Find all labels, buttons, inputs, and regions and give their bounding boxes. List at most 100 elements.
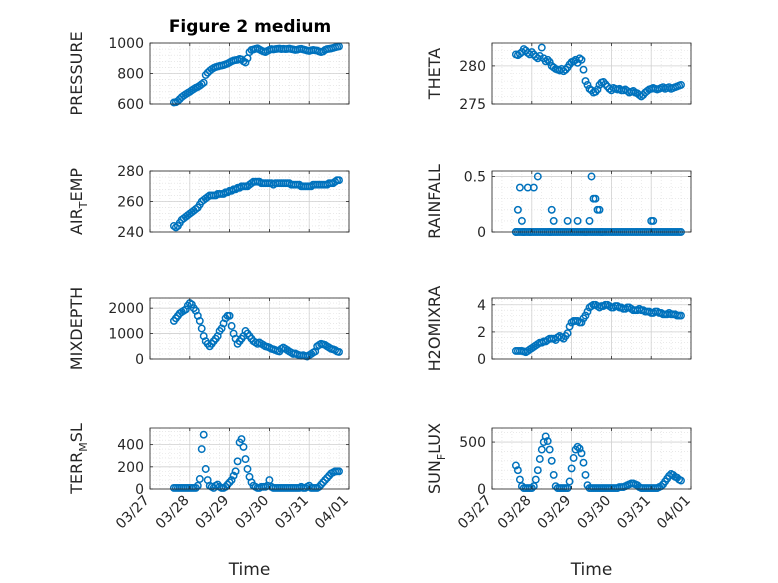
data-point: [335, 467, 343, 476]
data-point: [567, 464, 576, 473]
data-point: [579, 458, 588, 467]
y-axis-label: RAINFALL: [425, 164, 444, 239]
y-axis-label: MIXDEPTH: [67, 287, 86, 370]
data-point: [201, 465, 210, 473]
data-point: [233, 457, 242, 466]
y-axis-label-subscript: M: [77, 442, 90, 452]
data-point: [591, 194, 600, 203]
data-point: [535, 455, 544, 463]
data-point: [225, 478, 234, 487]
data-point: [323, 473, 332, 482]
data-point: [579, 65, 588, 74]
data-point: [239, 442, 248, 451]
y-axis-label-subscript: T: [77, 201, 90, 209]
y-axis-label: TERRMSL: [67, 423, 90, 495]
data-point: [577, 55, 586, 64]
y-axis-label-main: TERR: [67, 452, 86, 495]
data-point: [227, 322, 236, 330]
data-point: [195, 316, 204, 325]
subplot-air: 240 260 280 AIRTEMP: [67, 164, 350, 241]
data-point: [547, 205, 556, 214]
data-point: [677, 80, 685, 89]
y-axis-label-subscript: F: [435, 454, 448, 460]
subplot-pressure: 600 800 1000 PRESSURE: [67, 31, 350, 116]
y-axis-label-main: MIXDEPTH: [67, 287, 86, 370]
y-axis-label-main: PRESSURE: [67, 31, 86, 115]
y-tick-label: 200: [117, 460, 144, 476]
y-tick-label: 0: [477, 352, 486, 368]
data-point: [241, 455, 250, 464]
y-tick-label: 2: [477, 325, 486, 341]
data-point: [533, 466, 542, 475]
data-point: [241, 58, 250, 67]
data-point: [187, 300, 196, 309]
data-point: [191, 483, 200, 492]
axes-box: [491, 170, 692, 233]
y-axis-label-main: H2OMIXRA: [425, 286, 444, 372]
data-point: [581, 311, 590, 320]
subplot-h2omixra: 0 2 4 H2OMIXRA: [425, 286, 692, 372]
data-point: [511, 461, 520, 470]
data-point: [565, 322, 574, 331]
data-point: [573, 442, 582, 451]
data-point: [563, 216, 572, 225]
data-point: [545, 445, 554, 454]
data-point: [319, 478, 328, 487]
data-point: [545, 58, 554, 67]
data-point: [677, 476, 685, 485]
y-axis-label-tail: LUX: [425, 423, 444, 454]
subplot-rainfall: 0 0.5 RAINFALL: [425, 164, 692, 241]
data-point: [535, 52, 544, 60]
y-tick-label: 0: [477, 225, 486, 241]
data-point: [629, 87, 638, 95]
data-point: [227, 476, 236, 485]
y-axis-label-tail: EMP: [67, 168, 86, 202]
data-point: [573, 216, 582, 225]
y-axis-label-main: AIR: [67, 208, 86, 235]
data-point: [243, 465, 252, 473]
data-point: [649, 216, 658, 225]
data-point: [335, 176, 343, 185]
data-point: [219, 189, 228, 198]
data-point: [577, 318, 586, 327]
data-point: [585, 216, 594, 225]
y-axis-label: SUNFLUX: [425, 423, 448, 494]
data-point: [575, 54, 584, 63]
data-point: [575, 444, 584, 453]
data-point: [537, 43, 546, 52]
y-axis-label-main: THETA: [425, 48, 444, 100]
data-point: [513, 205, 522, 214]
y-axis-label: PRESSURE: [67, 31, 86, 115]
data-point: [515, 49, 524, 58]
data-point: [221, 482, 230, 491]
subplot-theta: 275 280 THETA: [425, 42, 692, 113]
y-tick-label: 0: [477, 482, 486, 498]
data-point: [513, 466, 522, 475]
data-point: [549, 216, 558, 225]
y-tick-label: 1000: [108, 36, 144, 52]
y-axis-label: AIRTEMP: [67, 168, 90, 235]
data-point: [265, 476, 274, 485]
y-tick-label: 260: [117, 195, 144, 211]
data-point: [581, 77, 590, 86]
y-tick-label: 280: [459, 59, 486, 75]
data-point: [181, 305, 190, 314]
data-point: [595, 205, 604, 214]
y-tick-label: 4: [477, 298, 486, 314]
y-axis-label: H2OMIXRA: [425, 286, 444, 372]
data-point: [533, 172, 542, 181]
x-axis-label: Time: [570, 560, 613, 580]
x-axis-label: Time: [228, 560, 271, 580]
data-point: [581, 470, 590, 479]
y-axis-label-tail: SL: [67, 423, 86, 442]
data-point: [517, 216, 526, 225]
data-point: [197, 324, 206, 333]
chart-title: Figure 2 medium: [169, 17, 331, 37]
data-point: [195, 475, 204, 483]
y-tick-label: 500: [459, 435, 486, 451]
data-point: [677, 311, 685, 320]
y-tick-label: 0: [135, 352, 144, 368]
y-tick-label: 240: [117, 225, 144, 241]
data-point: [531, 52, 540, 61]
